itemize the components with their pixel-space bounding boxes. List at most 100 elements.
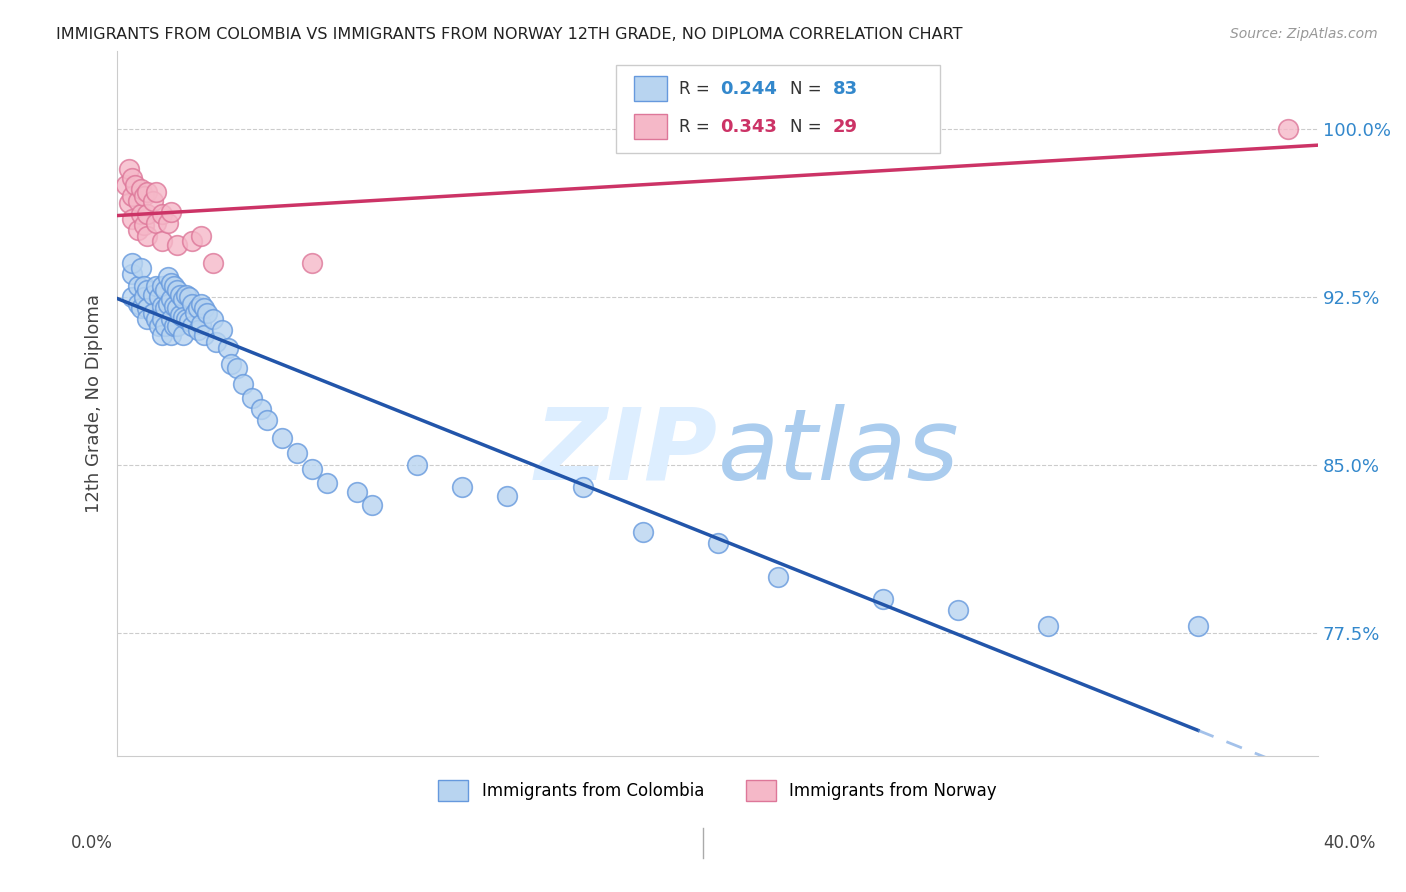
Point [169, 308, 191, 322]
Point [181, 318, 204, 333]
Text: ZIP: ZIP [534, 404, 717, 501]
Point [496, 489, 519, 503]
Text: 0.244: 0.244 [720, 79, 778, 98]
Point [361, 498, 384, 512]
Point [136, 185, 159, 199]
Point [157, 269, 180, 284]
Point [121, 211, 143, 226]
Point [134, 218, 156, 232]
Point [160, 312, 183, 326]
Text: 0.343: 0.343 [720, 118, 778, 136]
Y-axis label: 12th Grade, No Diploma: 12th Grade, No Diploma [86, 293, 103, 513]
Point [316, 475, 339, 490]
Point [166, 301, 188, 315]
Point [226, 361, 249, 376]
Point [346, 484, 368, 499]
Point [169, 287, 191, 301]
Legend: Immigrants from Colombia, Immigrants from Norway: Immigrants from Colombia, Immigrants fro… [432, 773, 1004, 807]
Point [124, 178, 146, 192]
Point [301, 256, 323, 270]
Point [631, 524, 654, 539]
Point [121, 171, 143, 186]
Point [121, 256, 143, 270]
Point [250, 401, 273, 416]
Point [115, 178, 138, 192]
Point [145, 278, 167, 293]
Point [163, 318, 186, 333]
Point [136, 229, 159, 244]
Point [202, 256, 225, 270]
Point [190, 296, 212, 310]
Point [205, 334, 228, 349]
Point [232, 377, 254, 392]
FancyBboxPatch shape [634, 76, 668, 102]
Point [142, 305, 165, 319]
Point [155, 283, 177, 297]
Point [127, 278, 149, 293]
Point [148, 290, 170, 304]
Point [219, 357, 242, 371]
Point [217, 341, 239, 355]
Text: atlas: atlas [717, 404, 959, 501]
Point [766, 569, 789, 583]
Point [136, 301, 159, 315]
Point [181, 234, 204, 248]
Point [406, 458, 429, 472]
Point [150, 299, 173, 313]
Point [134, 189, 156, 203]
Point [136, 283, 159, 297]
Point [172, 327, 194, 342]
Point [160, 204, 183, 219]
Point [451, 480, 474, 494]
Point [150, 234, 173, 248]
Point [166, 318, 188, 333]
Point [706, 536, 728, 550]
Point [121, 290, 143, 304]
Point [129, 207, 152, 221]
Point [150, 327, 173, 342]
Point [301, 462, 323, 476]
Point [157, 216, 180, 230]
Point [166, 238, 188, 252]
Point [163, 278, 186, 293]
Point [127, 194, 149, 208]
Text: R =: R = [679, 79, 716, 98]
Point [145, 185, 167, 199]
Point [190, 317, 212, 331]
Point [193, 327, 215, 342]
Point [946, 603, 969, 617]
Point [142, 194, 165, 208]
Point [121, 268, 143, 282]
Point [160, 292, 183, 306]
Text: N =: N = [790, 79, 827, 98]
Point [285, 446, 308, 460]
Point [872, 591, 894, 606]
Point [184, 305, 207, 319]
FancyBboxPatch shape [634, 114, 668, 139]
Point [172, 310, 194, 324]
Point [172, 292, 194, 306]
Point [136, 312, 159, 326]
Text: N =: N = [790, 118, 827, 136]
Point [181, 296, 204, 310]
Point [150, 312, 173, 326]
Point [129, 301, 152, 315]
Point [187, 301, 209, 315]
Point [271, 431, 294, 445]
Text: 0.0%: 0.0% [70, 834, 112, 852]
Text: IMMIGRANTS FROM COLOMBIA VS IMMIGRANTS FROM NORWAY 12TH GRADE, NO DIPLOMA CORREL: IMMIGRANTS FROM COLOMBIA VS IMMIGRANTS F… [56, 27, 963, 42]
Point [155, 318, 177, 333]
Point [190, 229, 212, 244]
Point [127, 296, 149, 310]
Point [129, 182, 152, 196]
Point [166, 283, 188, 297]
Point [155, 301, 177, 315]
Point [174, 287, 197, 301]
FancyBboxPatch shape [616, 65, 939, 153]
Point [211, 323, 233, 337]
Text: 40.0%: 40.0% [1323, 834, 1376, 852]
Point [127, 223, 149, 237]
Point [136, 207, 159, 221]
Point [134, 290, 156, 304]
Point [145, 216, 167, 230]
